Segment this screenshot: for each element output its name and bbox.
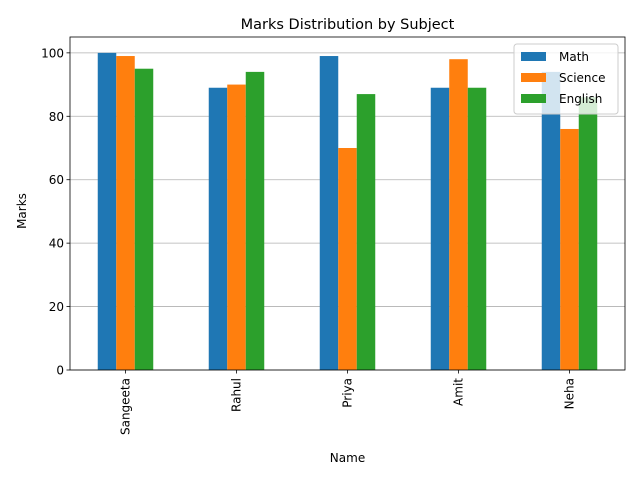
bar-amit-science xyxy=(449,59,468,370)
bar-rahul-math xyxy=(208,87,228,370)
bar-neha-math xyxy=(541,71,561,370)
bar-neha-science xyxy=(560,128,579,370)
x-tick-label-amit: Amit xyxy=(452,378,466,406)
x-tick-label-neha: Neha xyxy=(563,378,577,409)
chart-title: Marks Distribution by Subject xyxy=(241,17,455,33)
legend-label-english: English xyxy=(559,92,602,106)
bar-sangeeta-science xyxy=(116,56,135,371)
bar-priya-math xyxy=(319,56,339,371)
legend-swatch-science xyxy=(521,73,546,82)
bar-neha-english xyxy=(578,97,598,370)
y-tick-label-40: 40 xyxy=(49,237,64,251)
bar-sangeeta-english xyxy=(134,68,154,370)
x-tick-label-sangeeta: Sangeeta xyxy=(119,378,133,435)
bar-amit-english xyxy=(467,87,487,370)
y-tick-label-60: 60 xyxy=(49,173,64,187)
y-axis-label: Marks xyxy=(15,193,29,229)
bar-rahul-science xyxy=(227,84,246,371)
bar-priya-science xyxy=(338,148,357,370)
bar-rahul-english xyxy=(245,71,265,370)
y-tick-label-20: 20 xyxy=(49,300,64,314)
y-tick-label-100: 100 xyxy=(41,46,64,60)
legend-label-math: Math xyxy=(559,50,589,64)
legend: Math Science English xyxy=(513,43,619,115)
legend-swatch-math xyxy=(521,52,546,61)
y-tick-label-80: 80 xyxy=(49,110,64,124)
bar-amit-math xyxy=(430,87,450,370)
bar-priya-english xyxy=(356,94,376,370)
y-tick-label-0: 0 xyxy=(56,364,64,378)
x-axis-label: Name xyxy=(330,451,365,465)
bars xyxy=(97,52,598,371)
x-tick-label-rahul: Rahul xyxy=(230,378,244,412)
legend-swatch-english xyxy=(521,94,546,103)
x-tick-label-priya: Priya xyxy=(341,378,355,408)
ticks: 0 20 40 60 80 100 Sangeeta Rahul Priya Amit Neha xyxy=(41,46,576,435)
bar-sangeeta-math xyxy=(97,52,117,370)
legend-label-science: Science xyxy=(559,71,606,85)
